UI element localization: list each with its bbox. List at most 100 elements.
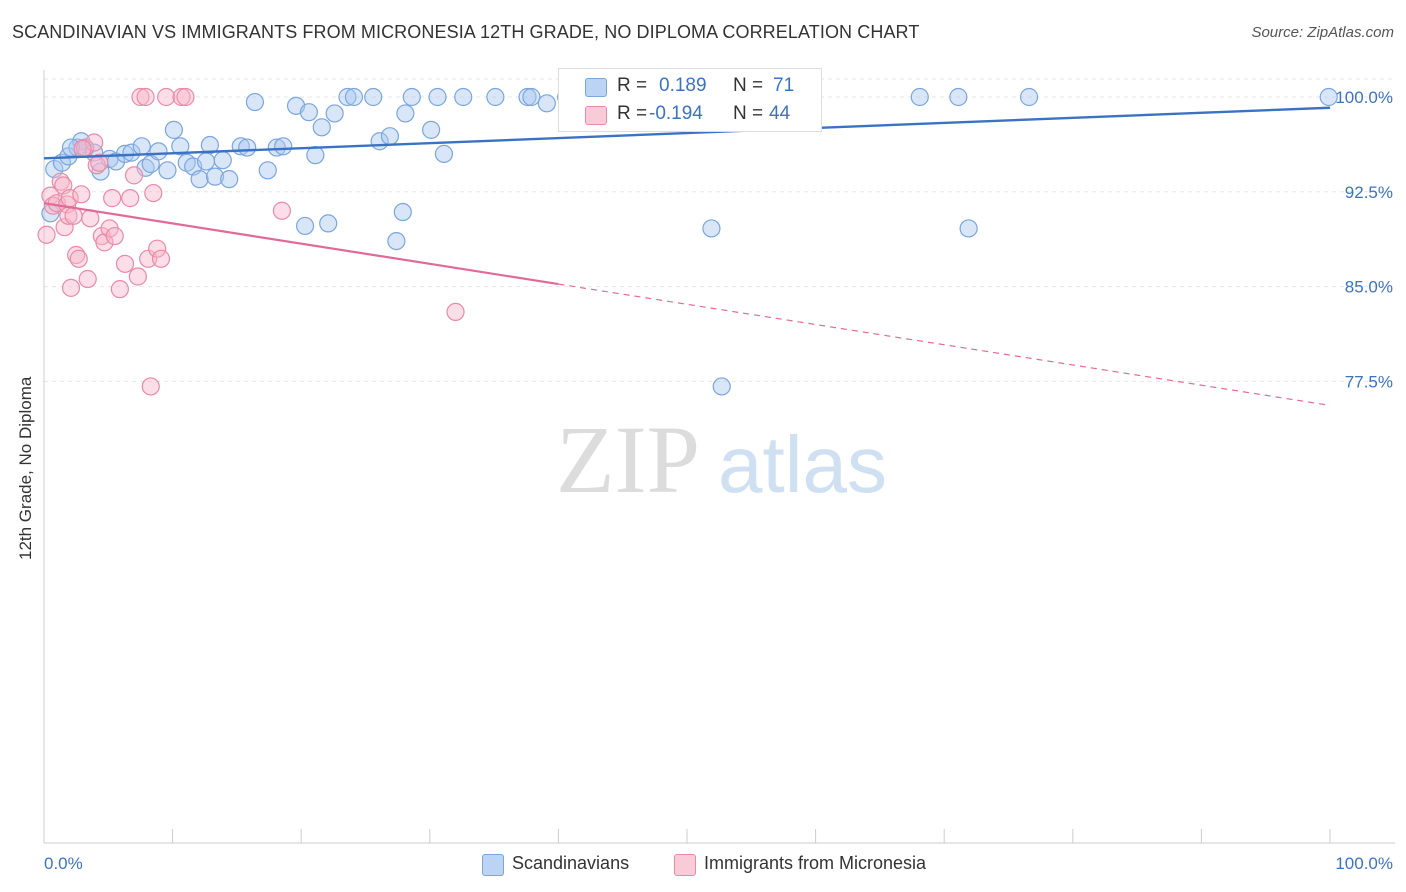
legend-r-value: -0.194 xyxy=(649,103,703,124)
scandinavian-point xyxy=(158,161,177,180)
legend-row-micronesia: R = -0.194 N = 44 xyxy=(559,101,821,127)
micronesia-point xyxy=(61,278,81,297)
legend-n-value: 71 xyxy=(773,75,795,96)
scandinavian-point xyxy=(325,104,344,123)
y-tick-label: 85.0% xyxy=(1345,278,1393,297)
micronesia-point xyxy=(105,226,124,246)
scandinavian-point xyxy=(344,87,364,107)
legend-row-scandinavians: R = 0.189 N = 71 xyxy=(559,73,821,99)
scandinavian-point xyxy=(387,231,406,251)
scandinavian-point xyxy=(402,87,421,107)
scandinavian-trend-line xyxy=(43,106,1331,160)
scandinavian-point xyxy=(299,103,319,122)
legend-swatch-pink xyxy=(674,854,696,876)
scandinavian-point xyxy=(190,170,209,189)
scandinavian-point xyxy=(171,137,190,156)
micronesia-point xyxy=(78,269,97,289)
legend-n-label: N = xyxy=(733,75,764,96)
micronesia-point xyxy=(157,87,176,107)
legend-r-value: 0.189 xyxy=(659,75,707,96)
legend-r-label: R = xyxy=(617,103,648,124)
scandinavian-point xyxy=(338,87,357,107)
legend-n-value: 44 xyxy=(769,103,791,124)
scandinavian-point xyxy=(312,118,331,137)
legend-label: Scandinavians xyxy=(512,853,630,873)
micronesia-point xyxy=(131,87,150,107)
scandinavian-point xyxy=(306,146,325,165)
legend-n-label: N = xyxy=(733,103,764,124)
stats-legend: R = 0.189 N = 71 R = -0.194 N = 44 xyxy=(558,68,822,132)
scandinavian-point xyxy=(428,87,447,107)
micronesia-point xyxy=(176,87,195,107)
micronesia-point xyxy=(148,239,167,258)
scandinavian-point xyxy=(910,87,929,107)
scandinavian-point xyxy=(1019,87,1039,107)
micronesia-trend-line-dashed xyxy=(558,283,1331,407)
scandinavian-point xyxy=(258,161,277,180)
micronesia-point xyxy=(136,87,155,107)
scandinavian-point xyxy=(421,120,441,139)
scandinavian-point xyxy=(122,143,141,162)
micronesia-point xyxy=(103,189,122,208)
scandinavian-point xyxy=(274,137,293,156)
scandinavian-point xyxy=(702,219,721,238)
x-tick-label-end: 100.0% xyxy=(1335,854,1393,873)
micronesia-point xyxy=(69,249,88,268)
axes xyxy=(43,70,1395,844)
scandinavian-point xyxy=(518,87,537,107)
micronesia-point xyxy=(172,87,191,107)
watermark-atlas: atlas xyxy=(718,420,887,509)
scandinavian-point xyxy=(454,87,473,107)
micronesia-point xyxy=(128,267,147,286)
legend-swatch-pink xyxy=(585,106,607,125)
scandinavian-point xyxy=(196,152,216,171)
micronesia-point xyxy=(151,249,171,268)
y-tick-label: 77.5% xyxy=(1345,372,1393,391)
scandinavian-point xyxy=(1319,87,1338,107)
micronesia-point xyxy=(72,185,91,204)
watermark: ZIP atlas xyxy=(556,406,887,513)
micronesia-point xyxy=(115,254,135,273)
micronesia-point xyxy=(37,225,56,244)
data-points xyxy=(37,87,1338,396)
scandinavian-point xyxy=(396,104,415,123)
scandinavian-point xyxy=(486,87,505,107)
legend-swatch-blue xyxy=(585,78,607,97)
scandinavian-point xyxy=(393,202,412,222)
legend-label: Immigrants from Micronesia xyxy=(704,853,927,873)
micronesia-point xyxy=(121,189,140,208)
tick-labels: 77.5% 85.0% 92.5% 100.0% 0.0% 100.0% xyxy=(44,88,1393,873)
micronesia-point xyxy=(141,377,160,396)
micronesia-point xyxy=(139,249,158,268)
micronesia-point xyxy=(90,153,109,172)
scandinavian-point xyxy=(200,135,219,155)
scandinavian-point xyxy=(434,144,454,163)
micronesia-point xyxy=(73,139,92,158)
micronesia-trend-line xyxy=(43,202,559,286)
micronesia-point xyxy=(95,233,114,252)
scandinavian-point xyxy=(267,138,286,157)
scandinavian-point xyxy=(238,138,257,157)
micronesia-point xyxy=(124,166,144,185)
scandinavian-point xyxy=(364,87,383,107)
scandinavian-point xyxy=(132,137,151,156)
y-tick-label: 100.0% xyxy=(1335,88,1393,107)
scandinavian-point xyxy=(205,167,225,186)
scandinavian-point xyxy=(213,151,232,170)
scandinavian-point xyxy=(522,87,541,107)
legend-swatch-blue xyxy=(482,854,504,876)
micronesia-point xyxy=(110,280,129,299)
chart-title: SCANDINAVIAN VS IMMIGRANTS FROM MICRONES… xyxy=(12,22,920,42)
micronesia-point xyxy=(446,302,465,321)
micronesia-point xyxy=(85,133,104,152)
scandinavian-point xyxy=(712,377,731,396)
scandinavian-point xyxy=(164,120,183,139)
micronesia-point xyxy=(272,201,292,220)
source-label: Source: ZipAtlas.com xyxy=(1251,24,1394,41)
legend-r-label: R = xyxy=(617,75,648,96)
scandinavian-point xyxy=(295,216,315,236)
trend-lines xyxy=(43,106,1331,407)
scandinavian-point xyxy=(220,170,239,189)
scandinavian-point xyxy=(959,219,978,238)
